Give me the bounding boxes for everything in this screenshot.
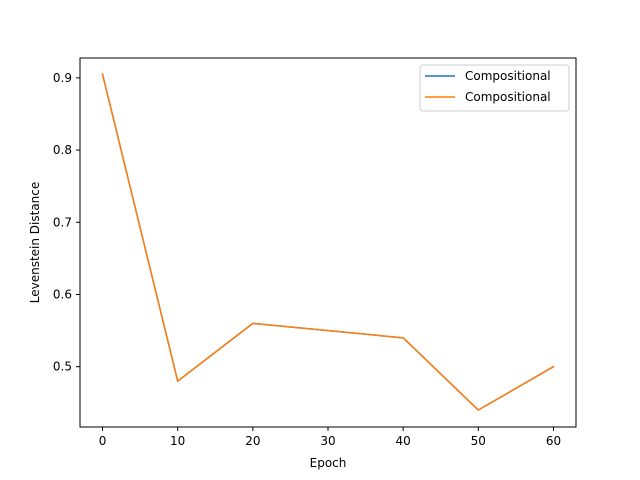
x-tick-label: 10 (170, 434, 185, 448)
x-tick-label: 30 (320, 434, 335, 448)
legend-box (419, 64, 570, 112)
y-tick-label: 0.6 (53, 287, 72, 301)
x-tick-label: 60 (546, 434, 561, 448)
x-axis-label: Epoch (310, 456, 347, 470)
legend-label-2: Compositional (465, 90, 551, 104)
series-line-2 (101, 73, 555, 411)
y-tick-label: 0.8 (53, 143, 72, 157)
y-tick-label: 0.5 (53, 360, 72, 374)
x-tick-label: 40 (396, 434, 411, 448)
y-tick-label: 0.9 (53, 71, 72, 85)
x-tick-label: 50 (471, 434, 486, 448)
axes-frame (79, 57, 577, 428)
x-tick-label: 0 (99, 434, 107, 448)
axis-ticks: 0 10 20 30 40 50 60 0.5 0.6 0.7 0.8 0.9 (53, 71, 561, 448)
y-axis-label: Levenstein Distance (28, 182, 42, 304)
plot-area (101, 73, 555, 411)
legend: Compositional Compositional (419, 64, 570, 112)
legend-label-1: Compositional (465, 69, 551, 83)
y-tick-label: 0.7 (53, 215, 72, 229)
x-tick-label: 20 (245, 434, 260, 448)
